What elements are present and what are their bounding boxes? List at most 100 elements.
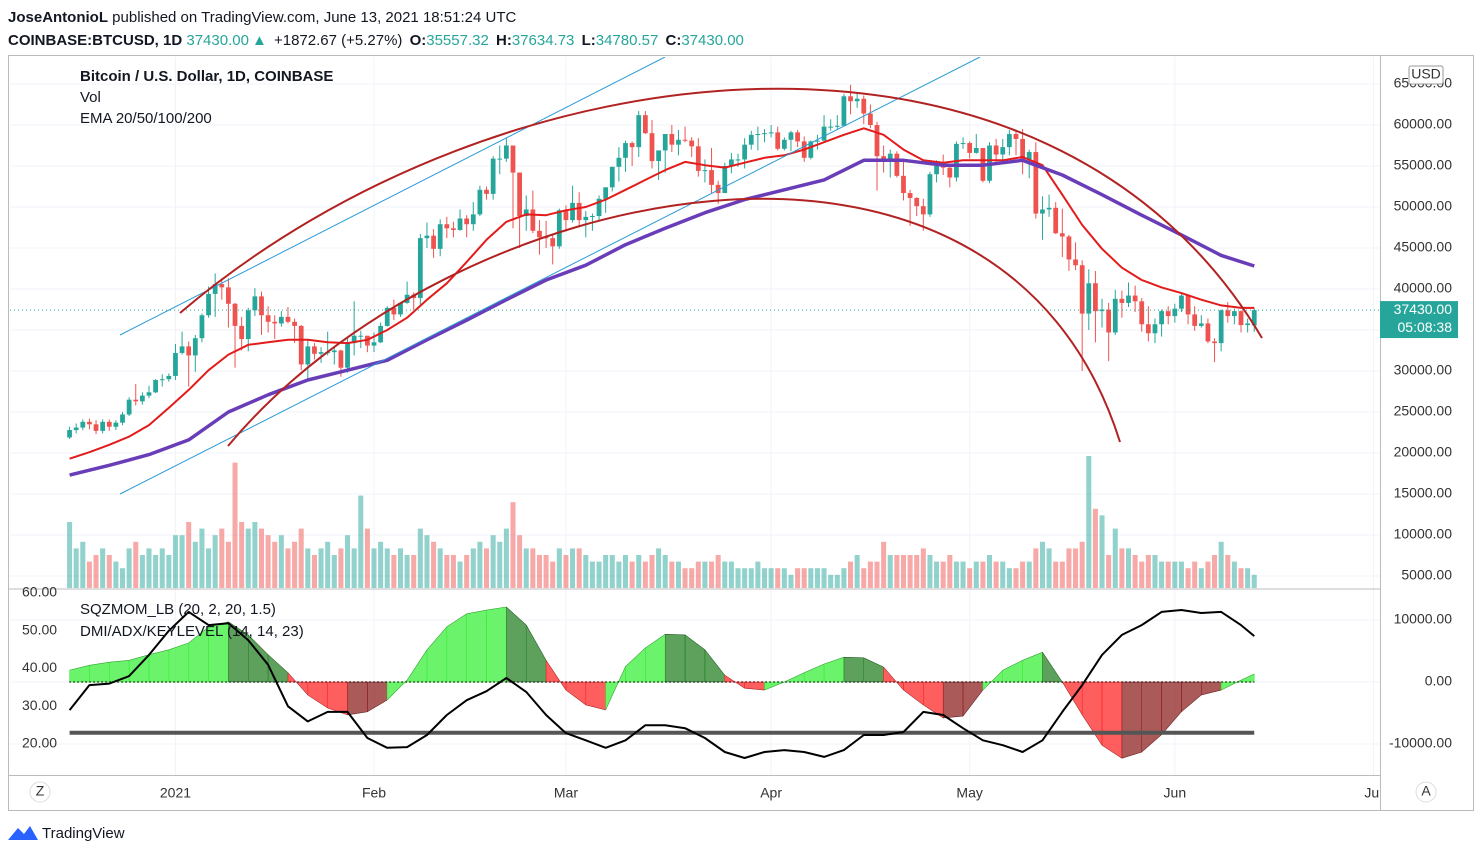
volume-bar <box>1046 548 1052 588</box>
volume-bar <box>570 548 576 588</box>
candle-body <box>292 321 297 326</box>
y-tick-label: 55000.00 <box>1394 157 1453 173</box>
volume-bar <box>1026 561 1032 588</box>
momentum-area <box>148 649 170 683</box>
volume-bar <box>967 568 973 588</box>
candle-body <box>729 159 734 167</box>
volume-bar <box>536 555 542 588</box>
candle-body <box>437 224 443 249</box>
candle-body <box>861 98 867 114</box>
candle-body <box>470 214 476 225</box>
volume-bar <box>1013 568 1019 588</box>
y-tick-label: 30000.00 <box>1394 362 1453 378</box>
volume-bar <box>431 541 437 588</box>
candle-body <box>133 399 139 402</box>
volume-bar <box>470 548 476 588</box>
volume-bar <box>510 502 516 588</box>
indicator-title: DMI/ADX/KEYLEVEL (14, 14, 23) <box>80 623 304 640</box>
volume-bar <box>1119 548 1125 588</box>
candle-body <box>298 325 304 365</box>
volume-bar <box>629 561 635 588</box>
candle-body <box>338 350 344 368</box>
legend-text: Bitcoin / U.S. Dollar, 1D, COINBASE <box>80 68 333 85</box>
volume-bar <box>86 561 92 588</box>
volume-bar <box>1218 541 1224 588</box>
volume-bar <box>305 548 311 588</box>
currency: USD <box>1411 66 1441 82</box>
volume-bar <box>285 548 291 588</box>
candle-body <box>179 346 185 353</box>
candle-body <box>894 153 900 176</box>
candle-body <box>755 134 761 136</box>
candle-body <box>1165 311 1171 317</box>
candle-body <box>139 395 145 402</box>
volume-bar <box>934 561 940 588</box>
volume-bar <box>781 568 787 588</box>
volume-bar <box>987 555 993 588</box>
volume-bar <box>709 561 715 588</box>
candle-body <box>722 166 728 194</box>
volume-bar <box>1006 568 1012 588</box>
candle-body <box>1000 147 1006 155</box>
last-price-label: 37430.00 <box>1394 301 1453 317</box>
author: JoseAntonioL <box>8 9 108 26</box>
candle-body <box>510 145 516 173</box>
candle-body <box>285 316 291 322</box>
candle-body <box>1192 314 1198 326</box>
candle-body <box>113 422 119 427</box>
candle-body <box>583 216 589 221</box>
volume-bar <box>669 561 675 588</box>
y2-tick-label: 10000.00 <box>1394 611 1453 627</box>
volume-bar <box>192 541 198 588</box>
candle-body <box>775 132 781 149</box>
volume-bar <box>722 561 728 588</box>
volume-bar <box>854 555 860 588</box>
volume-bar <box>695 561 701 588</box>
volume-bar <box>1033 548 1039 588</box>
volume-bar <box>404 555 410 588</box>
candle-body <box>312 346 317 354</box>
high-label: H: <box>496 32 512 49</box>
candle-body <box>265 315 271 322</box>
volume-bar <box>947 555 953 588</box>
publish-line: JoseAntonioL published on TradingView.co… <box>8 6 747 29</box>
y-tick-label: 40.00 <box>22 659 57 675</box>
volume-bar <box>1178 561 1184 588</box>
ema-line <box>69 158 1255 477</box>
zoom-button[interactable] <box>29 781 51 803</box>
volume-bar <box>179 535 185 588</box>
candle-body <box>523 209 529 217</box>
volume-bar <box>199 528 205 588</box>
candle-body <box>973 147 979 153</box>
candle-body <box>73 427 79 431</box>
volume-bar <box>675 561 681 588</box>
candle-body <box>947 167 953 178</box>
candle-body <box>464 218 470 225</box>
candle-body <box>834 125 840 127</box>
candle-body <box>907 193 913 198</box>
logo: TradingView <box>8 825 125 842</box>
candle-body <box>503 145 509 159</box>
volume-bar <box>239 522 245 588</box>
volume-bar <box>900 555 906 588</box>
momentum-area <box>466 609 487 683</box>
candle-body <box>715 184 721 194</box>
volume-bar <box>73 548 79 588</box>
auto-label[interactable]: A <box>1421 783 1431 799</box>
candle-body <box>1079 265 1085 314</box>
y-tick-label: 50.00 <box>22 621 57 637</box>
zoom-label[interactable]: Z <box>36 783 45 799</box>
candle-body <box>106 421 112 427</box>
volume-bar <box>424 535 430 588</box>
volume-bar <box>1245 568 1251 588</box>
candle-body <box>537 230 542 238</box>
auto-button[interactable] <box>1415 781 1437 803</box>
volume-bar <box>775 568 781 588</box>
candle-body <box>1119 298 1125 303</box>
quote-line: COINBASE:BTCUSD, 1D 37430.00 ▲ +1872.67 (… <box>8 29 747 52</box>
volume-bar <box>219 528 225 588</box>
candle-body <box>656 150 661 162</box>
momentum-area <box>1121 681 1142 759</box>
candle-body <box>1020 138 1025 160</box>
momentum-area <box>843 656 865 683</box>
